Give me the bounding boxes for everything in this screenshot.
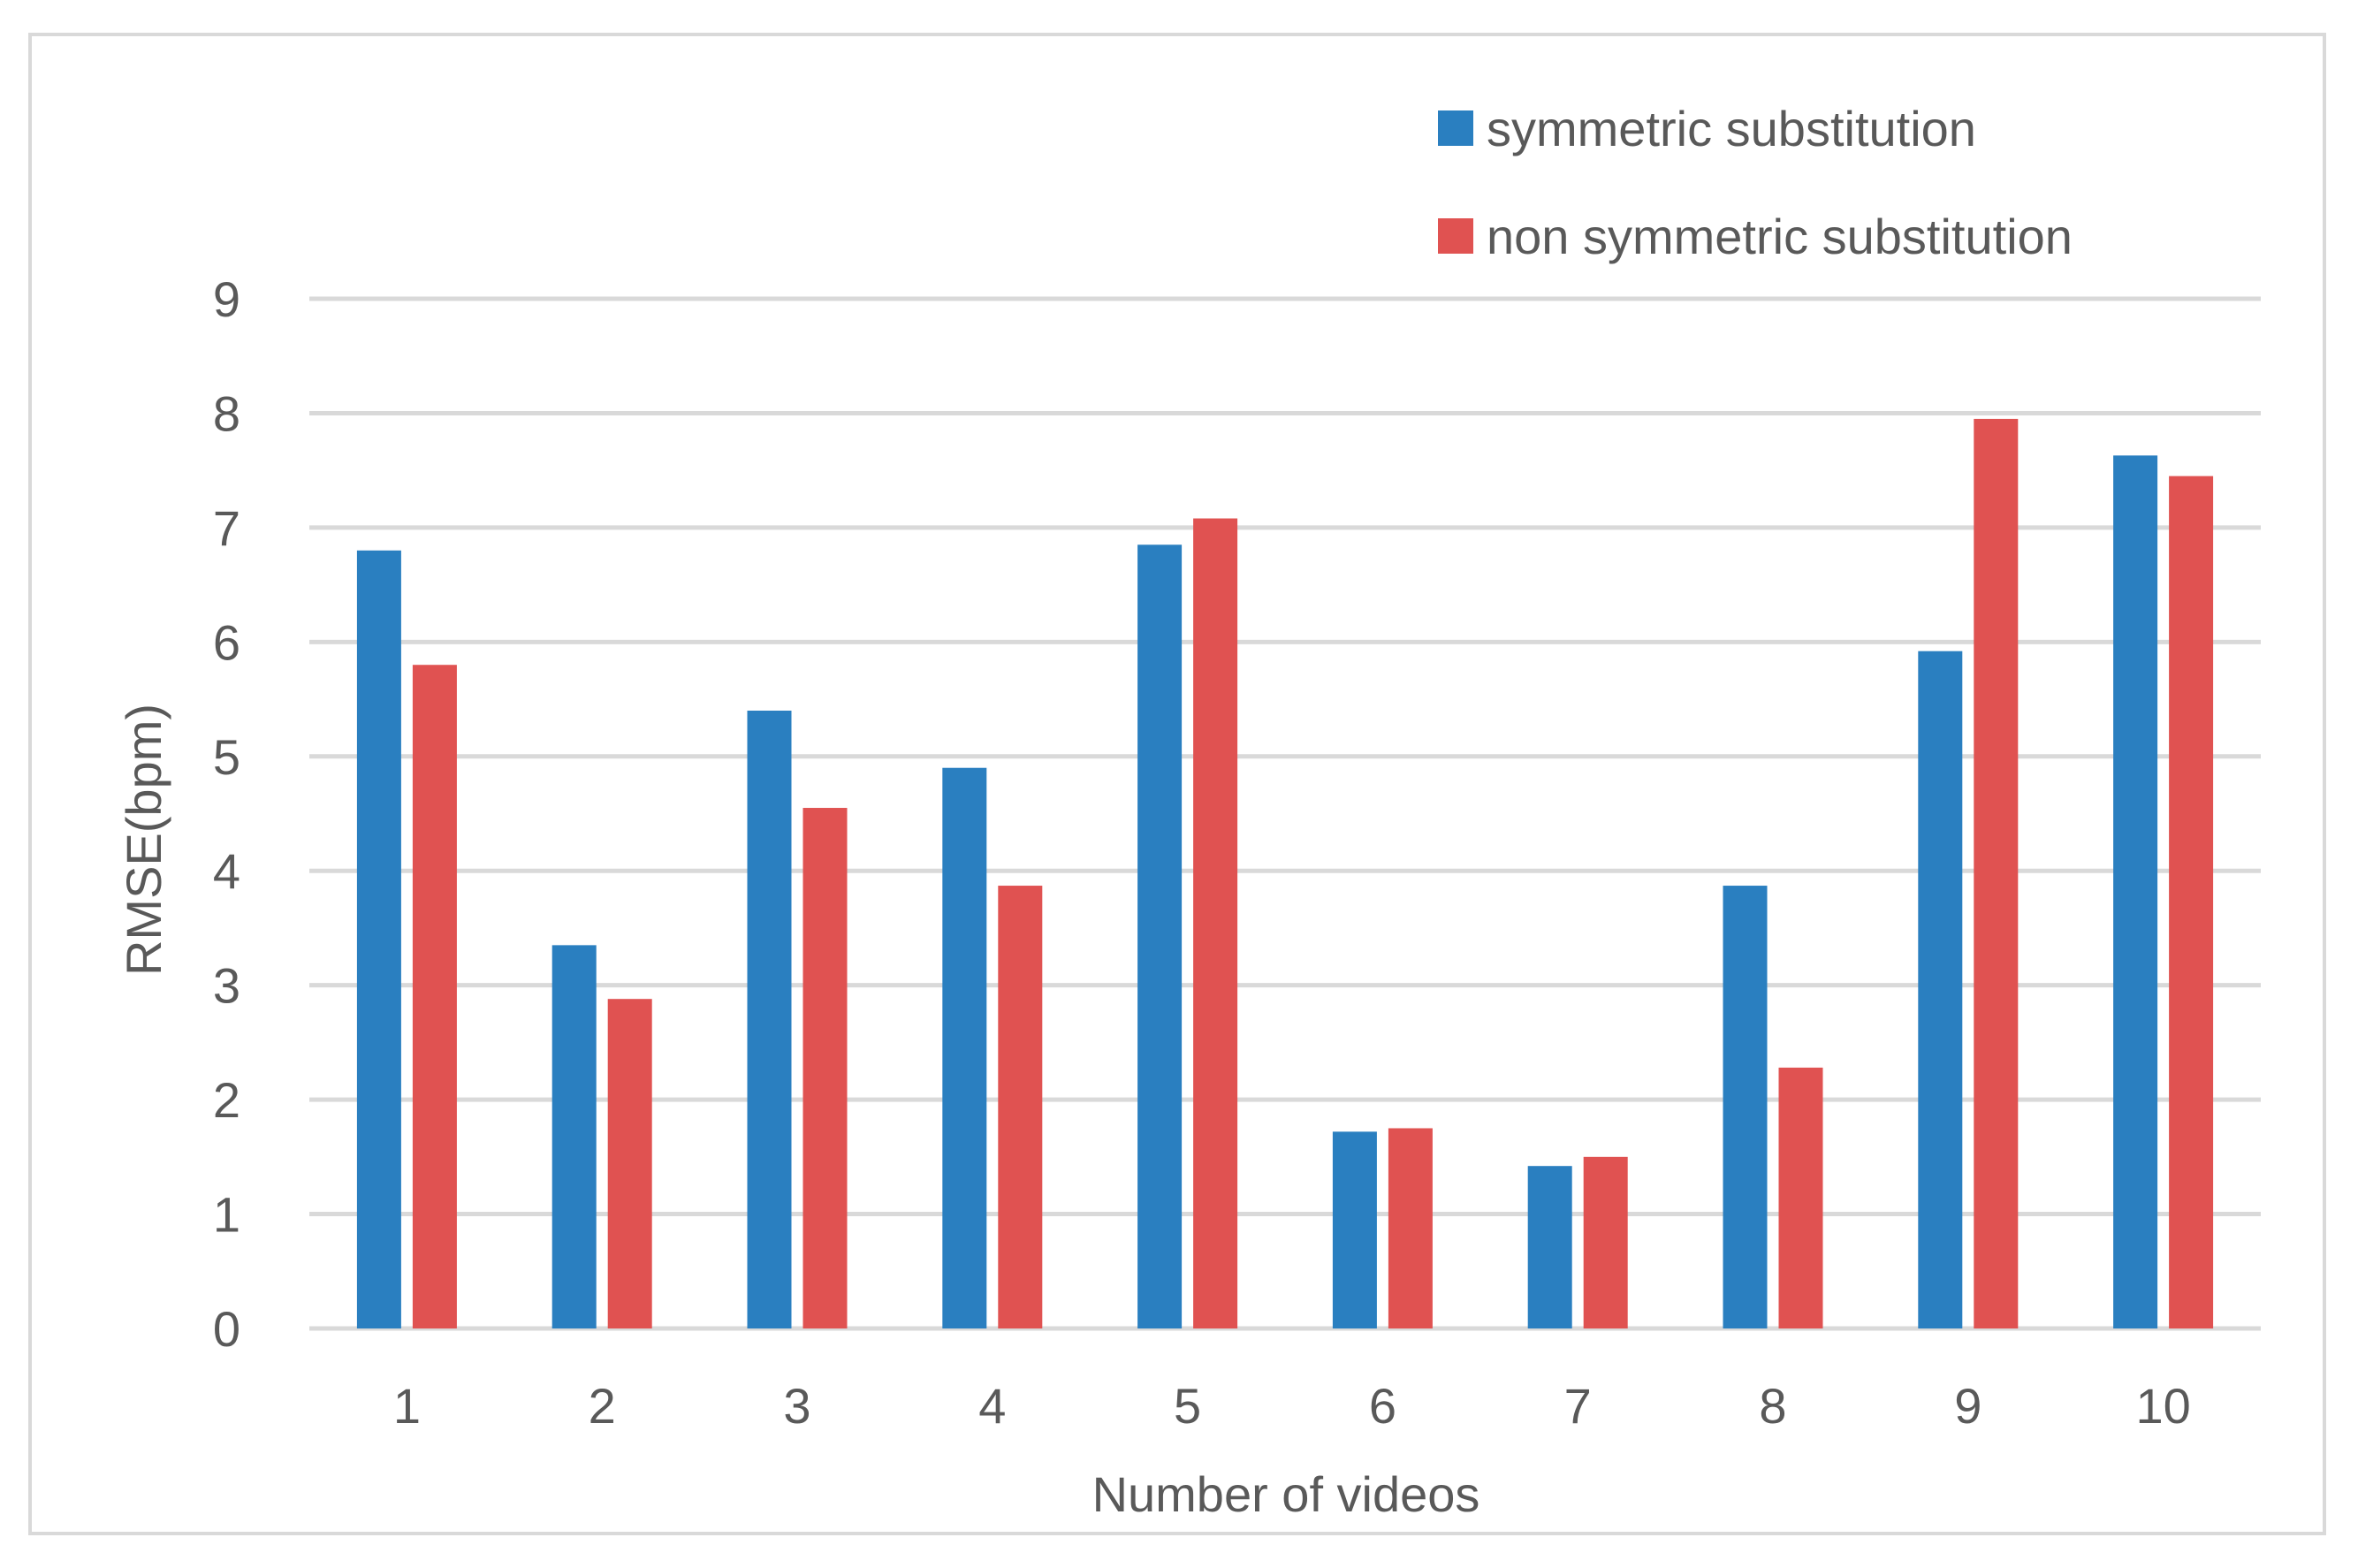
y-tick-label: 7 bbox=[213, 500, 240, 556]
y-tick-label: 3 bbox=[213, 958, 240, 1014]
gridlines bbox=[309, 296, 2261, 1331]
y-tick-label: 8 bbox=[213, 385, 240, 441]
x-axis-tick-labels: 1 2 3 4 5 6 7 8 9 10 bbox=[393, 1378, 2191, 1434]
bar-symmetric-5 bbox=[1137, 544, 1183, 1328]
bar-symmetric-6 bbox=[1332, 1131, 1377, 1328]
legend-label-non-symmetric: non symmetric substitution bbox=[1487, 209, 2073, 264]
x-tick-label: 4 bbox=[978, 1378, 1006, 1434]
bar-non-symmetric-7 bbox=[1583, 1156, 1628, 1328]
x-tick-label: 5 bbox=[1174, 1378, 1201, 1434]
bar-non-symmetric-6 bbox=[1388, 1128, 1433, 1328]
legend-label-symmetric: symmetric substitution bbox=[1487, 101, 1976, 156]
y-axis-title: RMSE(bpm) bbox=[116, 704, 171, 976]
x-tick-label: 3 bbox=[783, 1378, 810, 1434]
bars bbox=[356, 418, 2214, 1329]
x-tick-label: 6 bbox=[1369, 1378, 1396, 1434]
legend-swatch-non-symmetric bbox=[1438, 218, 1473, 254]
x-tick-label: 8 bbox=[1759, 1378, 1786, 1434]
y-axis-tick-labels: 0 1 2 3 4 5 6 7 8 9 bbox=[213, 271, 240, 1357]
x-tick-label: 7 bbox=[1564, 1378, 1592, 1434]
bar-non-symmetric-4 bbox=[998, 886, 1043, 1328]
bar-symmetric-10 bbox=[2113, 455, 2158, 1328]
y-tick-label: 9 bbox=[213, 271, 240, 327]
x-tick-label: 2 bbox=[589, 1378, 616, 1434]
y-tick-label: 0 bbox=[213, 1301, 240, 1357]
legend-swatch-symmetric bbox=[1438, 110, 1473, 146]
bar-symmetric-4 bbox=[942, 767, 987, 1328]
bar-non-symmetric-5 bbox=[1193, 518, 1238, 1328]
bar-non-symmetric-10 bbox=[2169, 476, 2214, 1328]
legend: symmetric substitution non symmetric sub… bbox=[1438, 101, 2073, 264]
bar-non-symmetric-3 bbox=[802, 808, 848, 1328]
y-tick-label: 2 bbox=[213, 1072, 240, 1128]
y-tick-label: 5 bbox=[213, 729, 240, 785]
bar-symmetric-8 bbox=[1723, 886, 1768, 1328]
bar-symmetric-7 bbox=[1527, 1166, 1572, 1328]
y-tick-label: 6 bbox=[213, 614, 240, 670]
x-tick-label: 9 bbox=[1954, 1378, 1981, 1434]
bar-non-symmetric-1 bbox=[412, 665, 457, 1328]
x-tick-label: 10 bbox=[2135, 1378, 2190, 1434]
bar-non-symmetric-2 bbox=[607, 999, 652, 1328]
x-tick-label: 1 bbox=[393, 1378, 421, 1434]
x-axis-title: Number of videos bbox=[1092, 1466, 1480, 1522]
bar-symmetric-1 bbox=[356, 550, 401, 1328]
y-tick-label: 4 bbox=[213, 843, 240, 899]
bar-symmetric-9 bbox=[1918, 651, 1963, 1328]
bar-non-symmetric-9 bbox=[1974, 418, 2019, 1329]
bar-non-symmetric-8 bbox=[1778, 1067, 1823, 1328]
bar-symmetric-3 bbox=[747, 711, 792, 1328]
bar-symmetric-2 bbox=[551, 945, 597, 1328]
y-tick-label: 1 bbox=[213, 1187, 240, 1243]
